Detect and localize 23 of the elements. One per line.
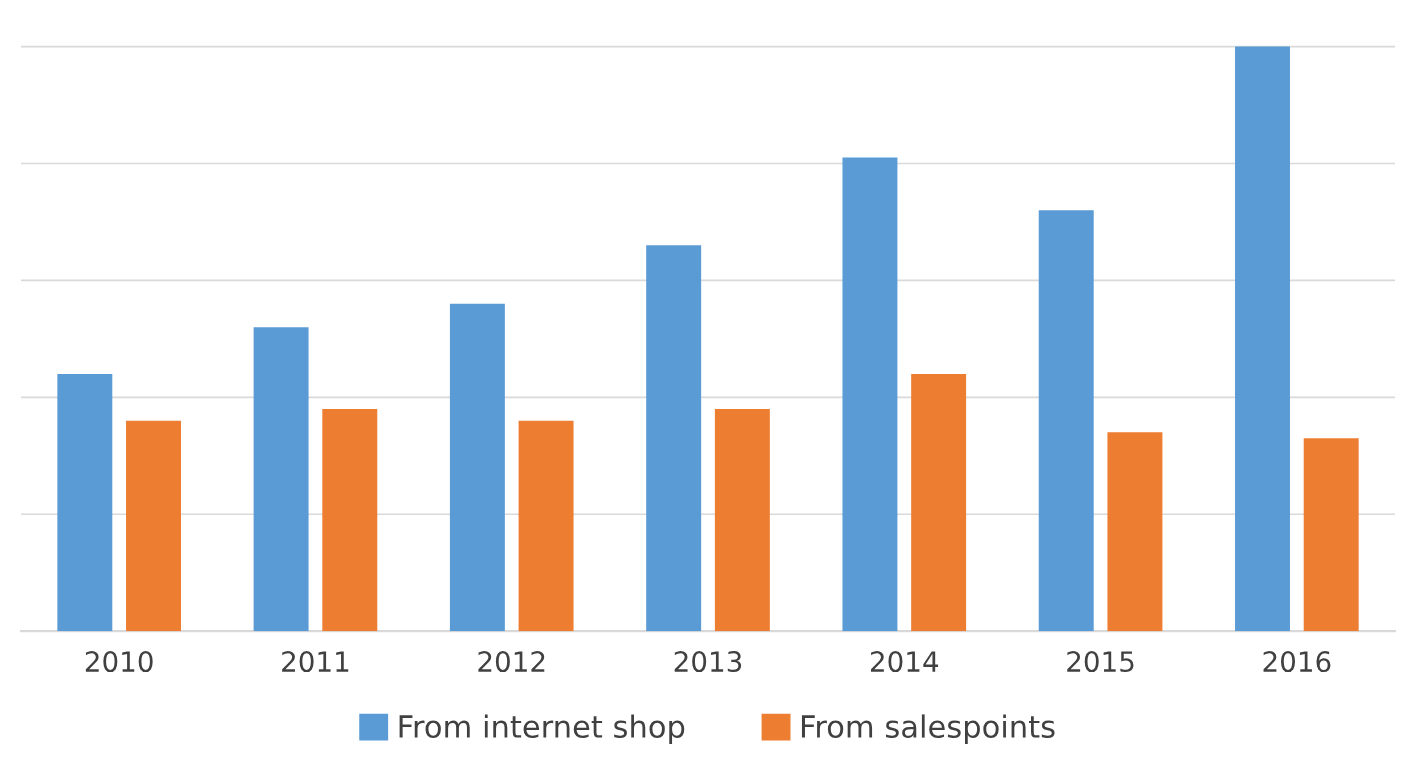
bar [449, 303, 505, 632]
bar [1235, 46, 1290, 632]
x-tick-label: 2011 [282, 651, 349, 673]
bar [126, 420, 181, 632]
bar [1038, 210, 1094, 632]
x-tick-label: 2014 [870, 651, 939, 673]
x-tick-label: 2013 [674, 651, 742, 673]
bar [646, 245, 702, 632]
x-tick-label: 2012 [478, 651, 545, 673]
legend-label: From salespoints [801, 714, 1055, 744]
legend-label: From internet shop [399, 714, 685, 744]
x-tick-label: 2016 [1263, 651, 1331, 673]
bar [1107, 432, 1163, 632]
bar [322, 408, 378, 632]
bar [518, 420, 574, 632]
bar [911, 373, 967, 632]
bar [714, 408, 770, 632]
bar [57, 373, 113, 632]
bar [1303, 438, 1359, 632]
x-tick-label: 2010 [85, 651, 153, 673]
bar [842, 157, 898, 632]
x-tick-label: 2015 [1067, 651, 1134, 673]
bar [253, 327, 309, 632]
